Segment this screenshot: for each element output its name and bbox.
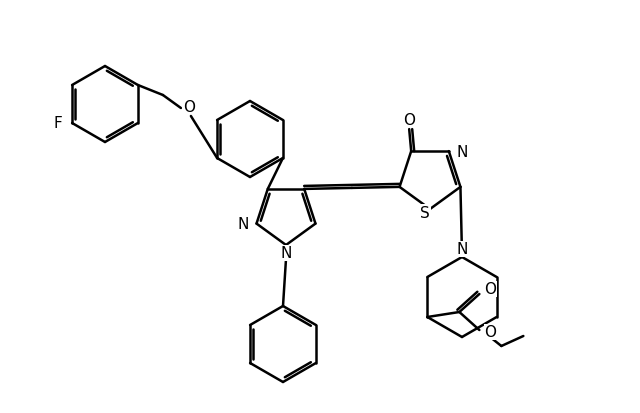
Text: F: F [53,116,62,131]
Text: S: S [420,205,430,220]
Text: O: O [183,99,195,114]
Text: N: N [457,144,468,159]
Text: O: O [484,325,497,339]
Text: N: N [280,246,292,261]
Text: N: N [456,242,468,257]
Text: N: N [237,216,248,232]
Text: O: O [403,112,415,127]
Text: O: O [484,282,497,297]
